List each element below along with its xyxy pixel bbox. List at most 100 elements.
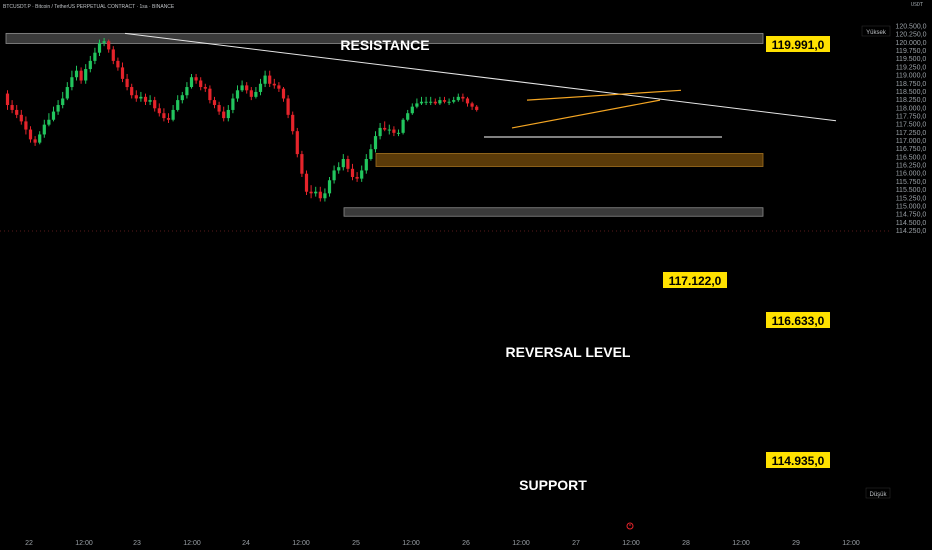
- support-label: SUPPORT: [519, 477, 587, 493]
- candle-down: [166, 118, 171, 120]
- y-tick-label: 116.500,0: [896, 154, 927, 161]
- x-tick-label: 26: [462, 540, 470, 547]
- x-tick-label: 25: [352, 540, 360, 547]
- breakout-price-tag: [663, 272, 727, 288]
- candle-up: [61, 98, 65, 106]
- candle-up: [378, 127, 382, 137]
- y-tick-label: 118.500,0: [896, 89, 927, 96]
- candle-down: [470, 103, 474, 107]
- candle-down: [199, 80, 203, 88]
- y-tick-label: 116.000,0: [896, 171, 927, 178]
- y-tick-label: 119.750,0: [896, 48, 927, 55]
- candle-down: [116, 60, 120, 68]
- candle-up: [424, 101, 428, 103]
- candle-down: [281, 88, 286, 99]
- support-price-text: 114.935,0: [772, 454, 825, 468]
- candle-down: [143, 96, 148, 102]
- candle-up: [337, 167, 341, 171]
- y-tick-label: 118.000,0: [896, 105, 927, 112]
- x-axis-ticks: 22 12:00 23 12:00 24 12:00 25 12:00 26 12:00 27 12:…: [25, 540, 860, 547]
- candle-up: [429, 101, 433, 103]
- candle-up: [74, 70, 79, 78]
- candle-up: [176, 100, 180, 110]
- candle-down: [277, 85, 281, 89]
- candle-down: [134, 95, 138, 99]
- candle-up: [364, 158, 368, 171]
- candle-down: [442, 100, 447, 102]
- candle-up: [401, 119, 405, 133]
- y-tick-label: 117.750,0: [896, 113, 927, 120]
- reset-time-icon[interactable]: [626, 522, 634, 530]
- candle-up: [369, 149, 373, 159]
- candle-up: [47, 119, 51, 125]
- candle-down: [19, 114, 23, 122]
- y-tick-label: 120.000,0: [895, 40, 926, 47]
- y-tick-label: 117.250,0: [896, 130, 927, 137]
- y-tick-label: 115.500,0: [896, 187, 927, 194]
- resistance-zone: [5, 32, 764, 44]
- candle-up: [258, 83, 263, 92]
- reversal-zone: [375, 153, 764, 167]
- candle-up: [452, 100, 456, 102]
- candle-up: [360, 170, 364, 179]
- candle-up: [327, 180, 332, 194]
- candle-up: [323, 193, 327, 199]
- candle-up: [70, 77, 74, 88]
- x-tick-label: 22: [25, 540, 33, 547]
- price-axis[interactable]: [890, 0, 932, 550]
- y-tick-label: 119.250,0: [896, 64, 927, 71]
- candle-up: [51, 111, 56, 120]
- candle-down: [107, 41, 111, 50]
- y-tick-label: 117.500,0: [896, 122, 927, 129]
- candle-up: [97, 42, 102, 53]
- y-tick-label: 114.500,0: [896, 220, 927, 227]
- high-marker: [861, 25, 891, 37]
- candle-up: [314, 191, 318, 194]
- candle-down: [130, 87, 134, 96]
- y-tick-label: 119.000,0: [896, 73, 927, 80]
- candle-down: [318, 191, 322, 199]
- reversal-level-label: REVERSAL LEVEL: [506, 344, 631, 360]
- candle-up: [180, 95, 184, 101]
- x-tick-label: 27: [572, 540, 580, 547]
- candle-down: [300, 154, 304, 174]
- high-marker-text: Yüksek: [866, 30, 887, 36]
- x-tick-label: 12:00: [732, 540, 750, 547]
- breakout-price-text: 117.122,0: [669, 274, 722, 288]
- resistance-label: RESISTANCE: [340, 37, 429, 53]
- candle-up: [332, 170, 336, 181]
- candle-down: [245, 85, 249, 91]
- candle-down: [309, 191, 313, 194]
- candle-up: [235, 90, 240, 99]
- candle-up: [410, 106, 414, 114]
- candle-up: [148, 100, 152, 102]
- candle-down: [383, 127, 387, 130]
- descending-trendline: [124, 32, 837, 122]
- y-tick-label: 118.250,0: [896, 97, 927, 104]
- y-tick-label: 114.250,0: [896, 228, 927, 235]
- y-tick-label: 116.250,0: [896, 163, 927, 170]
- candle-down: [79, 70, 83, 81]
- x-tick-label: 12:00: [292, 540, 310, 547]
- candle-down: [249, 90, 253, 97]
- candle-down: [28, 129, 33, 140]
- candle-down: [120, 67, 125, 79]
- candle-down: [465, 98, 470, 104]
- candle-down: [304, 173, 309, 192]
- candle-down: [5, 93, 10, 106]
- x-tick-label: 12:00: [512, 540, 530, 547]
- y-tick-label: 119.500,0: [896, 56, 927, 63]
- reversal-price-text: 116.633,0: [772, 314, 825, 328]
- candle-down: [461, 96, 465, 99]
- candle-down: [392, 129, 396, 133]
- y-tick-label: 120.500,0: [895, 24, 926, 31]
- candle-down: [153, 100, 157, 109]
- y-tick-label: 114.750,0: [896, 212, 927, 219]
- candle-up: [406, 113, 410, 120]
- candle-up: [387, 129, 391, 131]
- candle-up: [254, 91, 258, 97]
- candle-up: [189, 77, 194, 88]
- candle-down: [433, 101, 437, 104]
- x-tick-label: 12:00: [842, 540, 860, 547]
